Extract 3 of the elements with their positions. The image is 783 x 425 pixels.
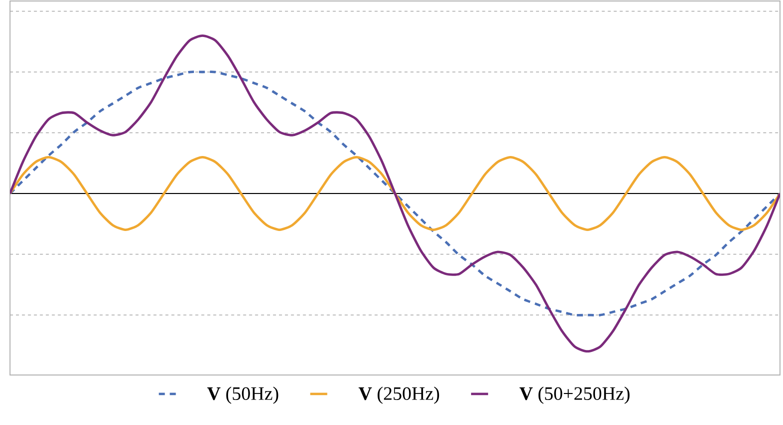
- legend-label: V (50+250Hz): [520, 386, 630, 404]
- legend-label: V (50Hz): [207, 386, 278, 404]
- legend-label: V (250Hz): [358, 386, 440, 404]
